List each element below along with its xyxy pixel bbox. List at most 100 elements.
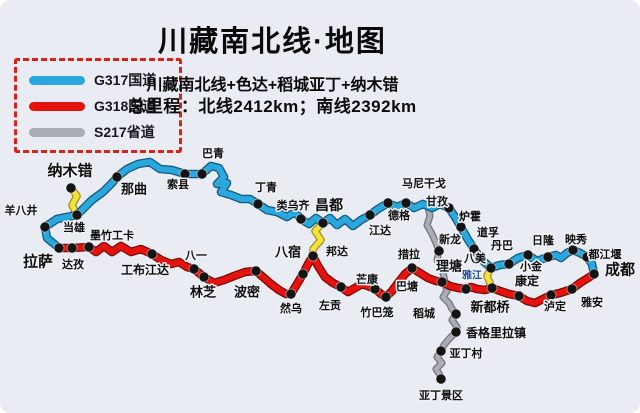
city-label: 林芝 [190, 285, 216, 300]
city-label: 措拉 [398, 247, 420, 261]
station-dot [513, 290, 525, 302]
city-label: 理塘 [436, 259, 462, 274]
station-dot [83, 241, 95, 253]
station-dot [542, 251, 554, 263]
station-dot [252, 198, 264, 210]
city-label: 雅江 [462, 269, 482, 282]
station-dot [369, 283, 381, 295]
city-label: 康定 [515, 273, 539, 288]
page-title: 川藏南北线·地图 [158, 26, 387, 58]
city-label: 炉霍 [459, 209, 481, 223]
station-dot [295, 213, 307, 225]
city-label: 映秀 [565, 232, 587, 246]
legend-box: G317国道 G318国道 S217省道 [14, 58, 182, 153]
station-dot [188, 263, 200, 275]
city-label: 纳木错 [47, 162, 92, 180]
station-dot [485, 262, 497, 274]
station-dot [588, 268, 600, 280]
station-dot [460, 283, 472, 295]
legend-item-g318: G318国道 [29, 96, 169, 116]
station-dot [435, 345, 447, 357]
city-label: 泸定 [544, 299, 566, 313]
city-label: 八美 [463, 251, 487, 265]
mileage-subtitle: 总里程：北线2412km；南线2392km [128, 97, 417, 116]
station-dot [455, 221, 467, 233]
city-label: 新都桥 [470, 300, 510, 315]
station-dot [486, 282, 498, 294]
city-label: 邦达 [326, 244, 348, 258]
route-g318 [56, 243, 597, 306]
route-g317 [42, 159, 597, 277]
legend-item-s217: S217省道 [29, 122, 169, 142]
city-label: 索县 [167, 177, 189, 191]
city-label: 然乌 [280, 301, 302, 315]
city-label: 巴塘 [396, 279, 418, 293]
city-label: 道孚 [477, 225, 499, 239]
city-label: 成都 [605, 261, 635, 279]
station-dot [380, 291, 392, 303]
city-label: 那曲 [121, 182, 147, 197]
station-dot [382, 197, 394, 209]
station-dot [307, 250, 319, 262]
station-dot [285, 288, 297, 300]
station-dot [198, 271, 210, 283]
city-label: 羊八井 [5, 203, 38, 217]
city-label: 当雄 [63, 220, 85, 234]
legend-item-g317: G317国道 [29, 70, 169, 90]
city-label: 丁青 [255, 180, 277, 194]
city-label: 八一 [184, 249, 207, 262]
city-label: 巴青 [202, 146, 224, 160]
city-label: 拉萨 [23, 253, 53, 271]
station-dot [250, 265, 262, 277]
station-dot [406, 262, 418, 274]
station-dot [522, 249, 534, 261]
station-dot [297, 268, 309, 280]
station-dot [581, 251, 593, 263]
city-label: 竹巴笼 [360, 305, 394, 319]
city-label: 达孜 [62, 257, 85, 271]
station-dot [450, 326, 462, 338]
station-dot [400, 197, 412, 209]
station-dot [66, 242, 78, 254]
station-dot [436, 276, 448, 288]
station-dot [335, 281, 347, 293]
station-dot [146, 248, 158, 260]
city-label: 波密 [234, 285, 260, 300]
city-label: 香格里拉镇 [465, 325, 526, 340]
city-label: 江达 [369, 223, 391, 237]
station-dot [450, 308, 462, 320]
city-label: 昌都 [315, 197, 343, 213]
city-label: 稻城 [413, 306, 435, 320]
legend-swatch-g317 [29, 75, 85, 85]
legend-swatch-g318 [29, 101, 85, 111]
legend-label-g318: G318国道 [94, 98, 157, 114]
station-dot [433, 245, 445, 257]
station-dot [503, 258, 515, 270]
station-dot [545, 289, 557, 301]
city-label: 墨竹工卡 [90, 228, 134, 242]
station-dot [443, 202, 455, 214]
city-label: 小金 [519, 259, 543, 273]
station-dot [566, 283, 578, 295]
station-dot [179, 168, 191, 180]
station-dot [39, 221, 51, 233]
station-dot [435, 373, 447, 385]
station-dot [71, 209, 83, 221]
city-label: 都江堰 [588, 247, 622, 261]
station-dot [53, 242, 65, 254]
city-label: 工布江达 [121, 262, 169, 277]
legend-label-g317: G317国道 [94, 72, 157, 88]
city-label: 德格 [387, 208, 411, 222]
route-s217 [424, 204, 460, 382]
station-dot [468, 243, 480, 255]
station-dot [317, 217, 329, 229]
city-label: 新龙 [439, 232, 461, 246]
city-label: 丹巴 [491, 239, 513, 252]
city-label: 马尼干戈 [402, 176, 446, 190]
city-label: 左贡 [318, 298, 341, 312]
city-label: 芒康 [356, 272, 379, 286]
station-dot [65, 182, 77, 194]
city-label: 雅安 [581, 295, 603, 309]
